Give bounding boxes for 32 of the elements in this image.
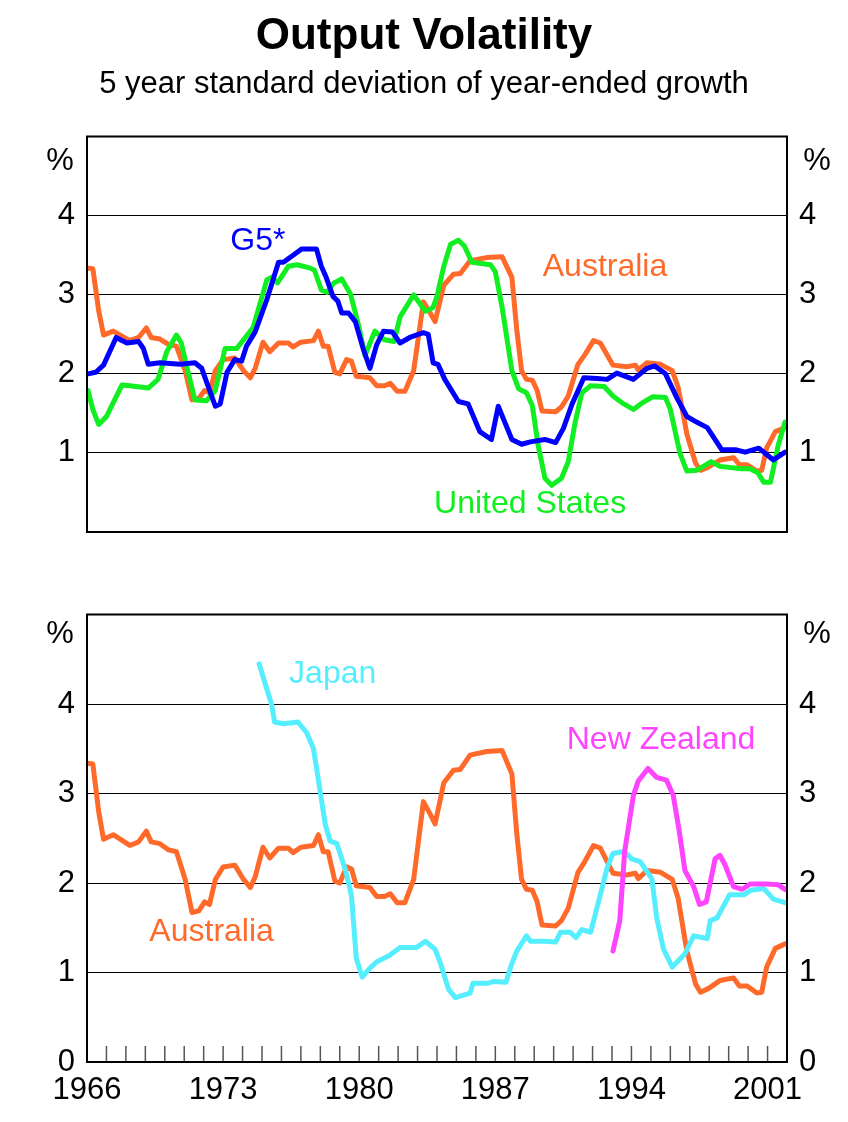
y2-tick-label: 4 [799, 196, 817, 232]
y2-tick-label: 2 [799, 863, 817, 899]
y-axis-title: % [46, 615, 74, 651]
series-label: United States [434, 484, 627, 521]
y2-tick-label: 2 [799, 354, 817, 390]
y-tick-label: 2 [57, 354, 75, 390]
y-axis-title: % [46, 142, 74, 178]
series-label: Japan [289, 653, 377, 690]
y-tick-label: 4 [57, 684, 75, 720]
series-label: G5* [230, 220, 286, 257]
y-tick-label: 3 [57, 774, 75, 810]
y2-tick-label: 3 [799, 275, 817, 311]
x-tick-label: 1994 [596, 1071, 666, 1107]
x-tick-label: 1980 [324, 1071, 394, 1107]
y-tick-label: 3 [57, 275, 75, 311]
y-tick-label: 1 [57, 953, 75, 989]
x-tick-label: 1973 [188, 1071, 258, 1107]
y2-axis-title: % [803, 142, 831, 178]
y2-tick-label: 3 [799, 774, 817, 810]
y2-tick-label: 4 [799, 684, 817, 720]
y-tick-label: 4 [57, 196, 75, 232]
y2-tick-label: 1 [799, 433, 817, 469]
x-tick-label: 1987 [460, 1071, 530, 1107]
y-tick-label: 2 [57, 863, 75, 899]
chart-subtitle: 5 year standard deviation of year-ended growth [98, 64, 750, 102]
chart-title: Output Volatility [254, 8, 594, 60]
y-tick-label: 1 [57, 433, 75, 469]
series-label: New Zealand [566, 719, 756, 756]
series-label: Australia [149, 912, 275, 949]
y2-axis-title: % [803, 615, 831, 651]
series-label: Australia [542, 246, 668, 283]
y2-tick-label: 1 [799, 953, 817, 989]
